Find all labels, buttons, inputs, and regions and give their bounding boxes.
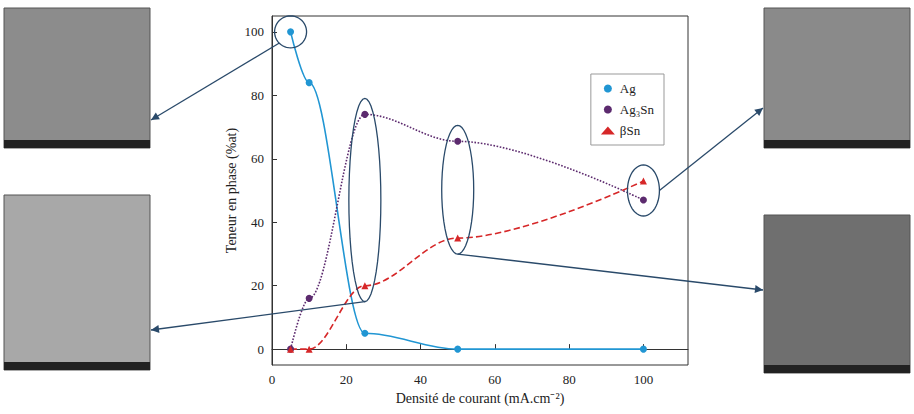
svg-text:40: 40 <box>251 215 264 230</box>
svg-text:Teneur en phase (%at): Teneur en phase (%at) <box>224 127 240 253</box>
svg-text:0: 0 <box>258 342 265 357</box>
svg-text:60: 60 <box>251 151 264 166</box>
svg-text:Densité de courant (mA.cm⁻²): Densité de courant (mA.cm⁻²) <box>396 391 565 407</box>
svg-text:20: 20 <box>340 372 353 387</box>
svg-text:Ag₃Sn: Ag₃Sn <box>620 102 655 117</box>
svg-text:100: 100 <box>245 24 265 39</box>
svg-text:100: 100 <box>634 372 654 387</box>
svg-text:βSn: βSn <box>620 123 641 138</box>
svg-text:60: 60 <box>488 372 501 387</box>
svg-text:40: 40 <box>414 372 427 387</box>
svg-text:80: 80 <box>563 372 576 387</box>
svg-text:Ag: Ag <box>620 81 636 96</box>
svg-text:0: 0 <box>269 372 276 387</box>
svg-text:20: 20 <box>251 278 264 293</box>
svg-text:80: 80 <box>251 88 264 103</box>
